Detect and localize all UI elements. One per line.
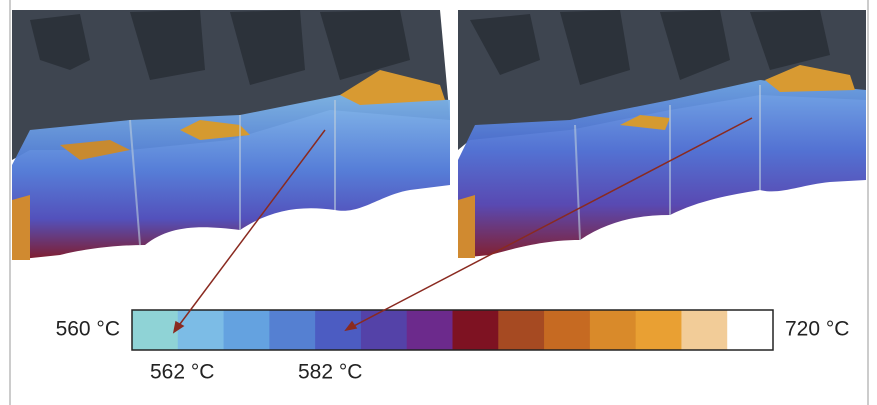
page: 560 °C 720 °C 562 °C 582 °C (() => { con… <box>0 0 877 405</box>
colorbar-swatch <box>315 310 361 350</box>
max-label: 720 °C <box>785 318 849 341</box>
colorbar-swatch <box>727 310 773 350</box>
annotation-label: 562 °C <box>150 361 214 384</box>
colorbar-swatch <box>224 310 270 350</box>
colorbar-swatch <box>681 310 727 350</box>
annotation-label: 582 °C <box>298 361 362 384</box>
colorbar-swatch <box>132 310 178 350</box>
simulation-left <box>12 10 450 260</box>
colorbar-swatch <box>178 310 224 350</box>
colorbar-swatch <box>361 310 407 350</box>
colorbar-swatch <box>636 310 682 350</box>
min-label: 560 °C <box>56 318 120 341</box>
colorbar-swatch <box>544 310 590 350</box>
colorbar-swatch <box>590 310 636 350</box>
colorbar-swatch <box>407 310 453 350</box>
colorbar-swatch <box>269 310 315 350</box>
colorbar <box>132 310 774 350</box>
colorbar-swatch <box>498 310 544 350</box>
simulation-right <box>458 10 866 258</box>
colorbar-swatch <box>453 310 499 350</box>
figure: 560 °C 720 °C 562 °C 582 °C <box>0 0 877 405</box>
